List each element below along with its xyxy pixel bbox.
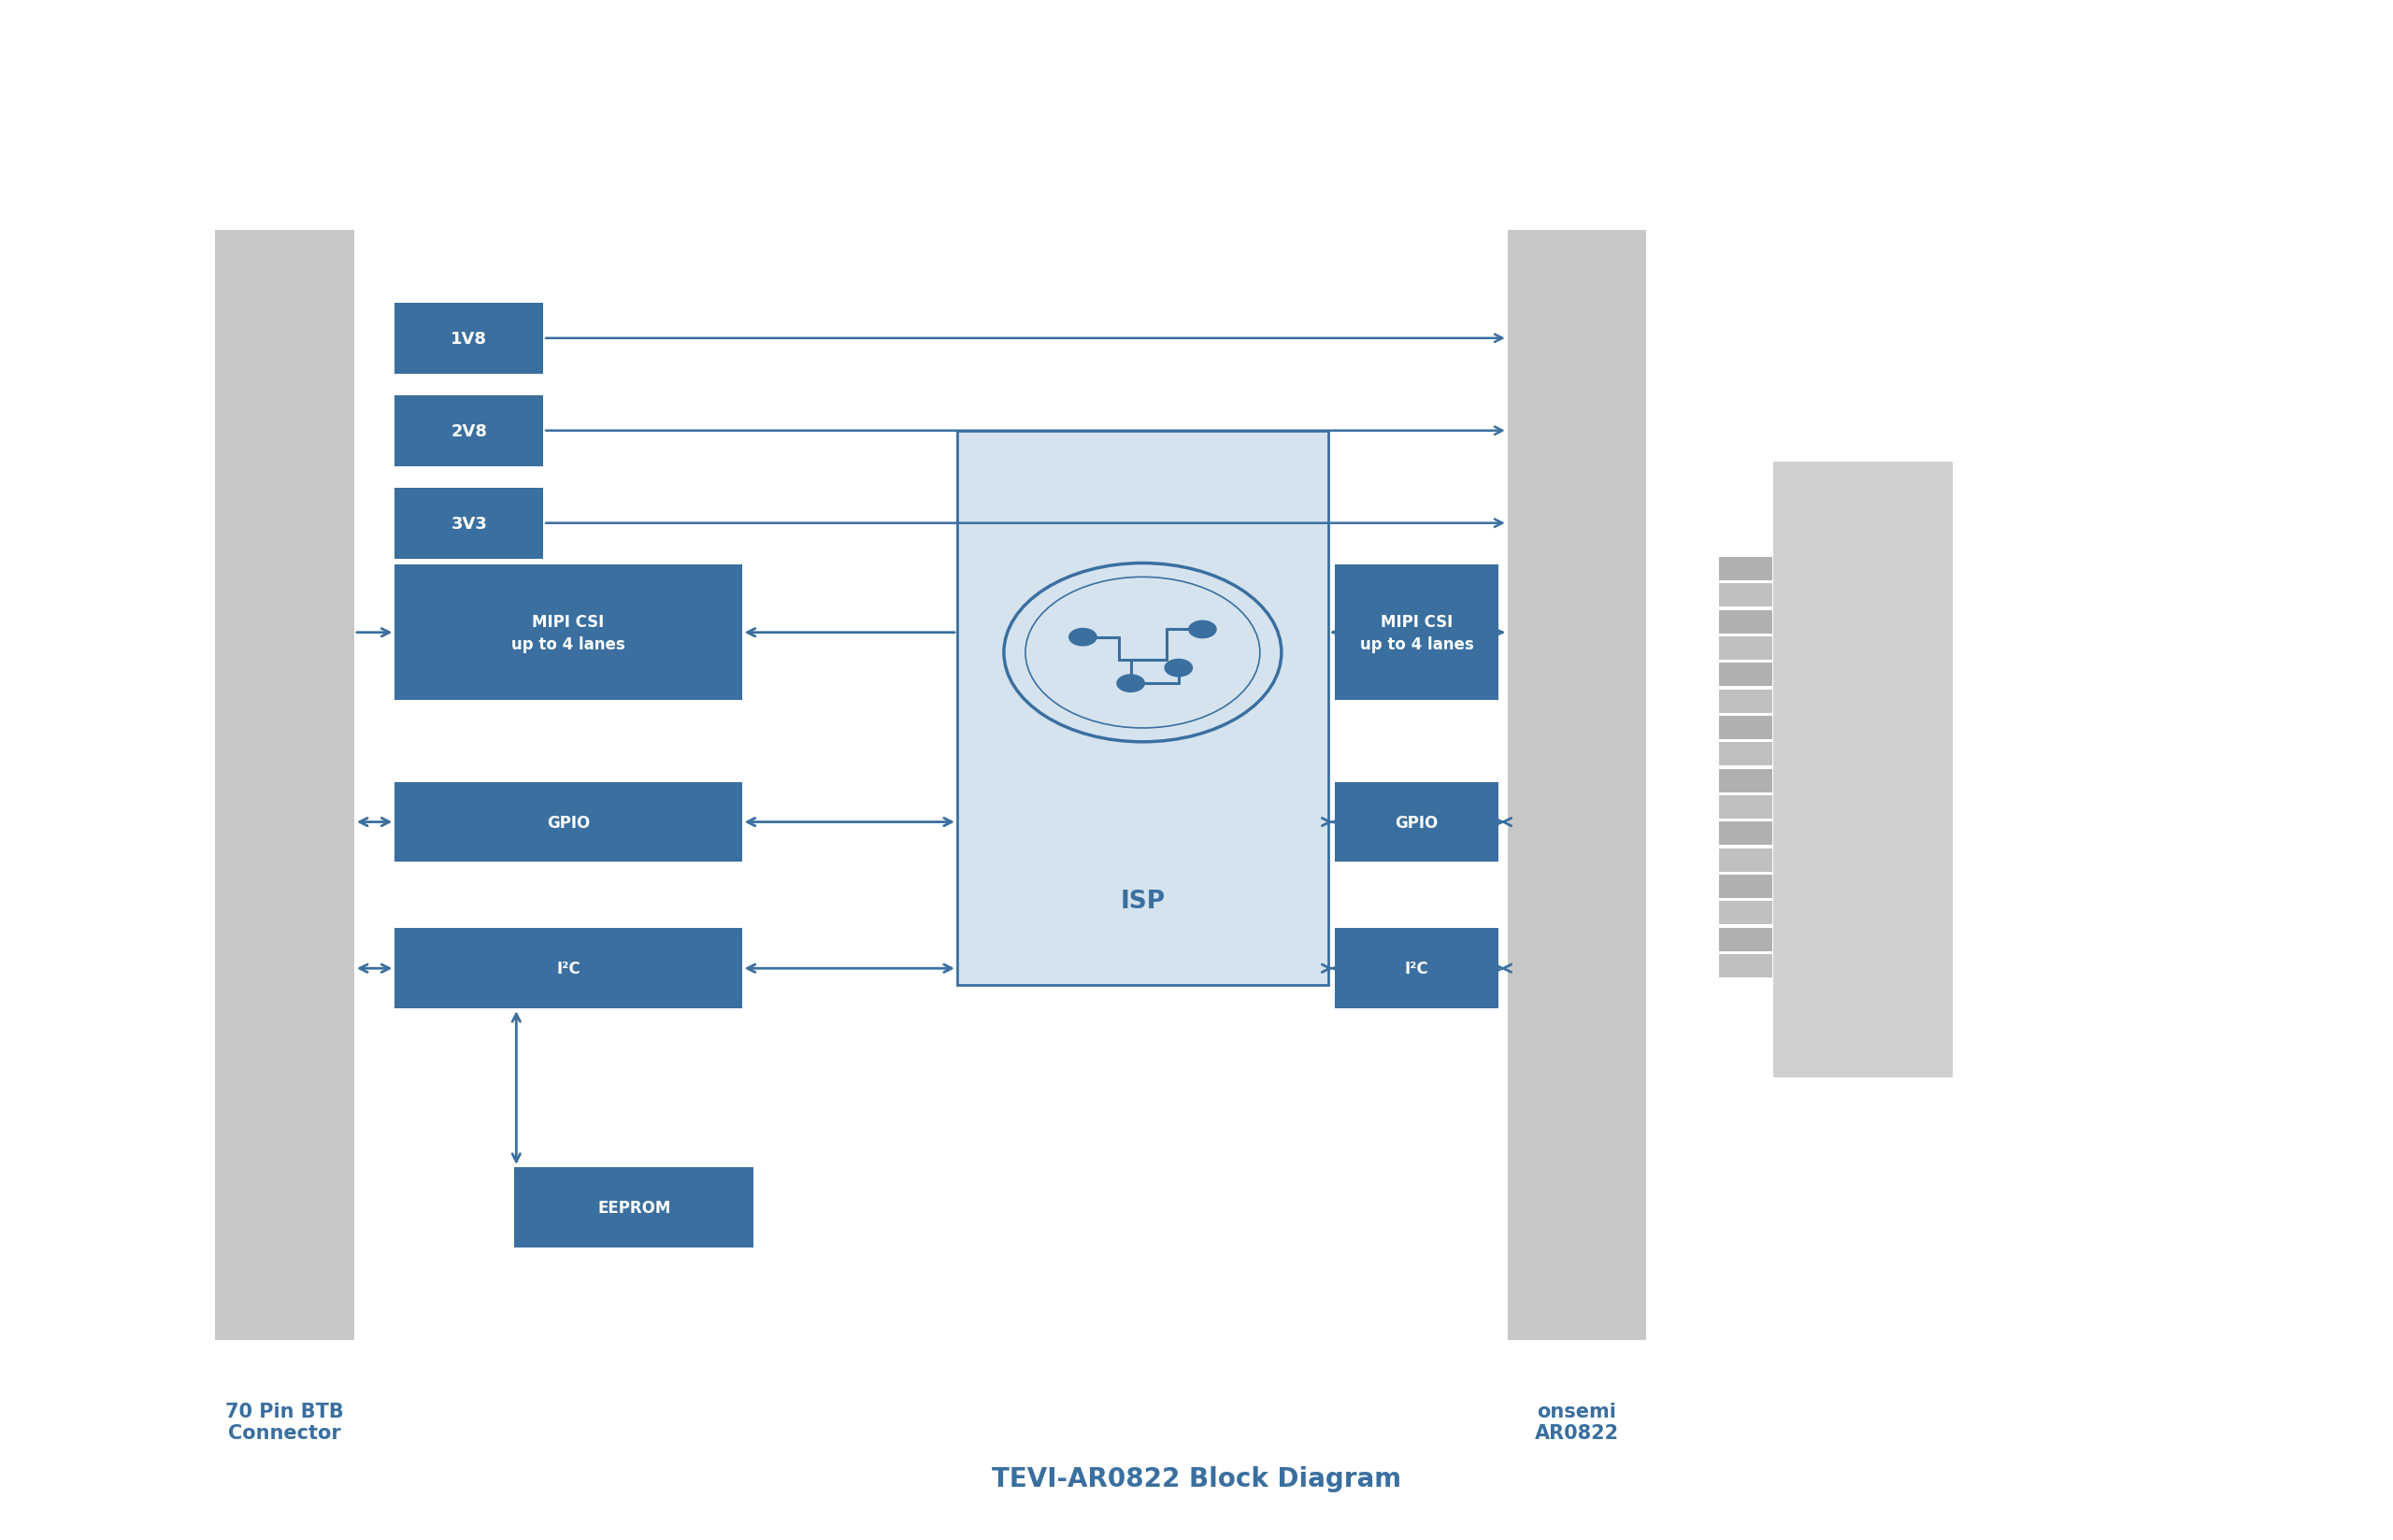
Text: 3V3: 3V3 [450,516,488,531]
FancyBboxPatch shape [1335,565,1498,701]
Circle shape [1165,659,1194,678]
FancyBboxPatch shape [1721,716,1771,739]
FancyBboxPatch shape [1721,557,1771,581]
FancyBboxPatch shape [1508,231,1646,1340]
FancyBboxPatch shape [1721,690,1771,713]
Circle shape [1070,628,1096,647]
Text: 2V8: 2V8 [450,424,488,439]
Text: EEPROM: EEPROM [598,1200,670,1215]
FancyBboxPatch shape [1721,610,1771,634]
Text: 70 Pin BTB
Connector: 70 Pin BTB Connector [225,1401,345,1441]
Text: GPIO: GPIO [1395,815,1438,830]
FancyBboxPatch shape [957,431,1328,986]
FancyBboxPatch shape [395,782,742,862]
FancyBboxPatch shape [1721,929,1771,952]
FancyBboxPatch shape [395,929,742,1009]
Text: onsemi
AR0822: onsemi AR0822 [1534,1401,1620,1441]
Text: ISP: ISP [1120,889,1165,913]
FancyBboxPatch shape [1721,770,1771,793]
FancyBboxPatch shape [395,565,742,701]
FancyBboxPatch shape [1721,875,1771,898]
FancyBboxPatch shape [395,303,543,374]
FancyBboxPatch shape [215,231,354,1340]
Text: MIPI CSI
up to 4 lanes: MIPI CSI up to 4 lanes [512,613,625,653]
Circle shape [1189,621,1218,639]
FancyBboxPatch shape [1721,955,1771,978]
FancyBboxPatch shape [1721,742,1771,767]
FancyBboxPatch shape [395,488,543,559]
FancyBboxPatch shape [1335,782,1498,862]
FancyBboxPatch shape [395,396,543,467]
FancyBboxPatch shape [1721,902,1771,926]
FancyBboxPatch shape [1335,929,1498,1009]
Text: TEVI-AR0822 Block Diagram: TEVI-AR0822 Block Diagram [991,1466,1402,1491]
FancyBboxPatch shape [1773,462,1953,1078]
FancyBboxPatch shape [1721,849,1771,872]
FancyBboxPatch shape [1721,822,1771,845]
FancyBboxPatch shape [1721,796,1771,819]
FancyBboxPatch shape [1721,664,1771,687]
Text: GPIO: GPIO [546,815,591,830]
Text: I²C: I²C [555,961,581,976]
FancyBboxPatch shape [1721,638,1771,661]
Text: 1V8: 1V8 [450,331,488,346]
Circle shape [1118,675,1146,693]
FancyBboxPatch shape [514,1167,754,1247]
Text: I²C: I²C [1405,961,1429,976]
FancyBboxPatch shape [1721,584,1771,607]
Text: MIPI CSI
up to 4 lanes: MIPI CSI up to 4 lanes [1359,613,1474,653]
